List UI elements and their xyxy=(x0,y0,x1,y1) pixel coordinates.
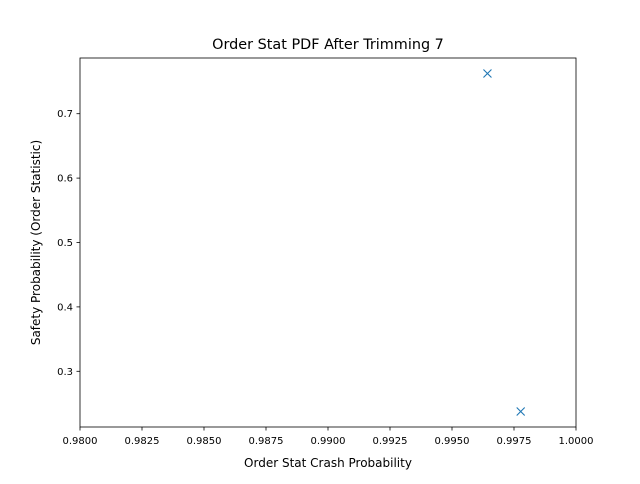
x-tick-label: 1.0000 xyxy=(559,436,594,447)
y-axis-ticks: 0.3 0.4 0.5 0.6 0.7 xyxy=(57,109,80,378)
y-tick-label: 0.7 xyxy=(57,109,73,120)
x-axis-ticks: 0.9800 0.9825 0.9850 0.9875 0.9900 0.9925 0.99… xyxy=(63,427,594,447)
x-axis-label: Order Stat Crash Probability xyxy=(244,456,412,470)
x-tick-label: 0.9900 xyxy=(311,436,346,447)
x-tick-label: 0.9975 xyxy=(497,436,532,447)
x-tick-label: 0.9825 xyxy=(125,436,160,447)
y-tick-label: 0.6 xyxy=(57,174,73,185)
plot-area-frame xyxy=(79,57,577,428)
x-tick-label: 0.9875 xyxy=(249,436,284,447)
y-tick-label: 0.5 xyxy=(57,238,73,249)
data-point-x-marker xyxy=(516,407,526,416)
y-tick-label: 0.3 xyxy=(57,367,73,378)
data-point-x-marker xyxy=(483,69,492,78)
data-points xyxy=(483,69,526,416)
chart-title: Order Stat PDF After Trimming 7 xyxy=(212,37,444,53)
x-tick-label: 0.9925 xyxy=(373,436,408,447)
y-axis-label: Safety Probability (Order Statistic) xyxy=(29,140,43,345)
x-tick-label: 0.9950 xyxy=(435,436,470,447)
x-tick-label: 0.9850 xyxy=(187,436,222,447)
x-tick-label: 0.9800 xyxy=(63,436,98,447)
y-tick-label: 0.4 xyxy=(57,302,73,313)
